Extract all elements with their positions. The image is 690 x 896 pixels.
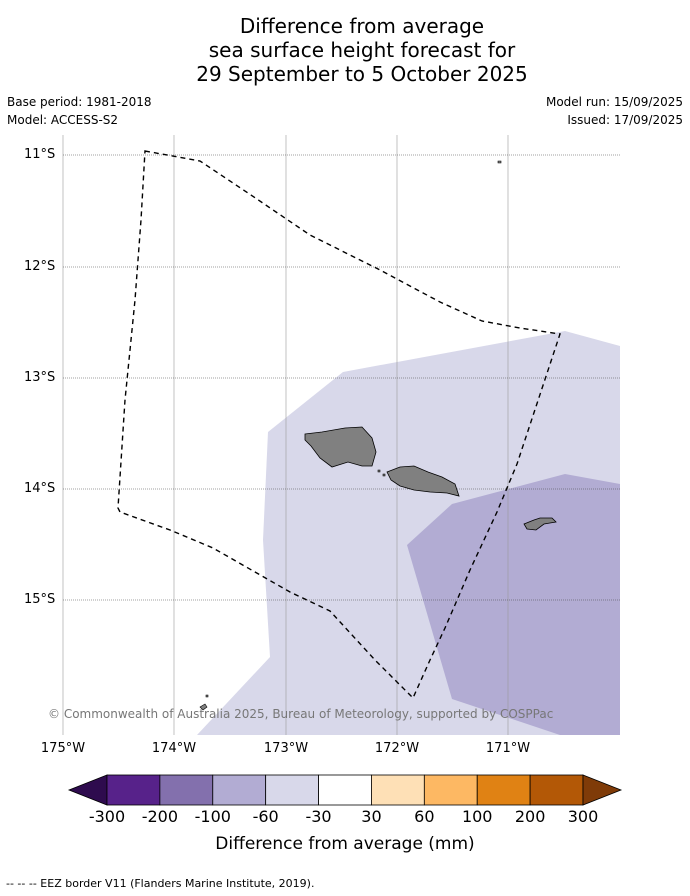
copyright-notice: © Commonwealth of Australia 2025, Bureau… (48, 707, 554, 721)
latitude-gridlines (63, 154, 620, 601)
colorbar-tick-label: 200 (514, 807, 546, 826)
colorbar-title: Difference from average (mm) (215, 834, 475, 854)
lat-label-11s: 11°S (24, 147, 56, 162)
tutuila-island (523, 517, 557, 531)
colorbar-tick-label: -30 (305, 807, 332, 826)
title-line-1: Difference from average (239, 14, 485, 38)
upolu-island (386, 465, 460, 497)
colorbar-segment (318, 774, 372, 806)
model-run: Model run: 15/09/2025 (545, 95, 683, 109)
colorbar-tick-label: -100 (194, 807, 231, 826)
longitude-gridlines (62, 135, 509, 735)
band-minus100-minus60 (407, 474, 620, 735)
savaii-island (304, 426, 377, 468)
colorbar-tick-label: 100 (461, 807, 493, 826)
small-island-north (497, 160, 502, 164)
colorbar (67, 774, 623, 806)
islets-apolima (377, 469, 386, 477)
colorbar-tick-label: 60 (414, 807, 435, 826)
eez-footnote: -- -- -- EEZ border V11 (Flanders Marine… (6, 877, 315, 890)
colorbar-segment (476, 774, 531, 806)
lat-label-15s: 15°S (24, 592, 56, 607)
colorbar-segment (529, 774, 584, 806)
colorbar-segment (423, 774, 478, 806)
eez-border (117, 150, 561, 700)
lon-label-174w: 174°W (151, 741, 197, 756)
lon-label-171w: 171°W (485, 741, 531, 756)
chart-title: Difference from average sea surface heig… (0, 14, 690, 86)
colorbar-extend-low (67, 774, 108, 806)
lon-label-173w: 173°W (263, 741, 309, 756)
base-period: Base period: 1981-2018 (7, 95, 152, 109)
lat-label-14s: 14°S (24, 481, 56, 496)
colorbar-segment (212, 774, 267, 806)
model-name: Model: ACCESS-S2 (7, 113, 119, 127)
colorbar-segment (371, 774, 425, 806)
lon-label-172w: 172°W (374, 741, 420, 756)
colorbar-tick-label: -60 (252, 807, 279, 826)
colorbar-segment (265, 774, 319, 806)
colorbar-segment (106, 774, 161, 806)
small-island-southwest (199, 703, 208, 711)
lat-label-12s: 12°S (24, 259, 56, 274)
issued-date: Issued: 17/09/2025 (567, 113, 683, 127)
title-line-3: 29 September to 5 October 2025 (196, 62, 528, 86)
colorbar-extend-high (582, 774, 623, 806)
title-line-2: sea surface height forecast for (208, 38, 516, 62)
colorbar-tick-label: 30 (361, 807, 382, 826)
lon-label-175w: 175°W (40, 741, 86, 756)
colorbar-segment (159, 774, 214, 806)
islet-southwest (205, 694, 209, 698)
colorbar-tick-label: -200 (141, 807, 179, 826)
colorbar-tick-label: 300 (567, 807, 599, 826)
lat-label-13s: 13°S (24, 370, 56, 385)
colorbar-tick-label: -300 (88, 807, 126, 826)
